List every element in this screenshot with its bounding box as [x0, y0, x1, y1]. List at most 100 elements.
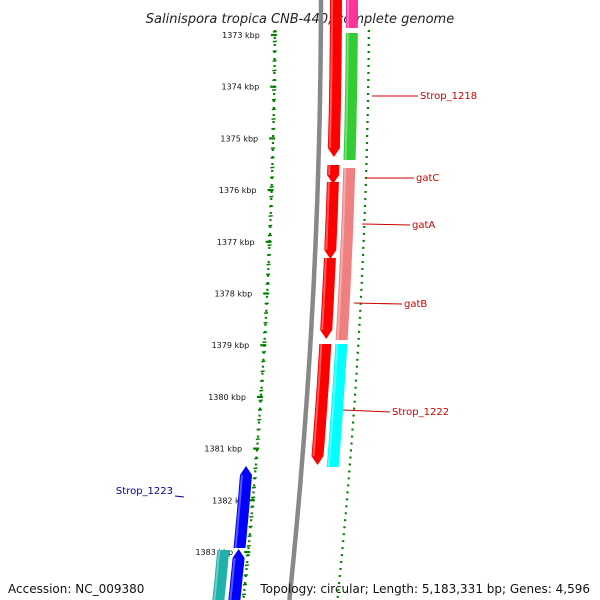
gene-label: gatB: [404, 299, 427, 310]
minor-tick: [263, 321, 268, 324]
label-leader-line: [353, 302, 403, 305]
minor-tick: [262, 331, 268, 334]
minor-tick: [250, 506, 255, 509]
cds-feature-sheen: [312, 343, 323, 457]
minor-tick: [272, 79, 277, 82]
cog-feature-sheen: [336, 261, 343, 341]
minor-tick: [243, 573, 248, 576]
minor-tick: [245, 554, 250, 557]
minor-tick: [244, 564, 249, 567]
minor-tick: [266, 273, 271, 276]
kbp-tick-label: 1374 kbp: [222, 83, 260, 92]
minor-tick: [264, 302, 269, 305]
minor-tick: [271, 98, 277, 101]
minor-tick: [268, 215, 273, 218]
genome-backbone: [287, 0, 324, 600]
minor-tick: [271, 108, 276, 111]
minor-tick: [267, 234, 272, 237]
kbp-tick-label: 1375 kbp: [220, 134, 258, 143]
cog-feature-sheen: [340, 167, 347, 263]
minor-tick: [269, 176, 275, 179]
minor-tick: [269, 185, 274, 188]
minor-tick: [254, 447, 260, 450]
cds-feature: [327, 0, 342, 157]
minor-tick: [271, 137, 276, 140]
minor-tick: [267, 244, 272, 247]
minor-tick: [266, 253, 272, 256]
cds-feature-sheen: [325, 181, 330, 251]
kbp-tick-label: 1382 kbp: [212, 496, 250, 505]
minor-tick: [272, 40, 277, 43]
cog-feature: [212, 550, 230, 600]
minor-tick: [272, 30, 277, 33]
cog-feature: [339, 168, 356, 262]
label-leader-line: [174, 495, 185, 498]
cds-feature-sheen: [321, 257, 327, 331]
kbp-tick-label: 1381 kbp: [204, 445, 242, 454]
minor-tick: [271, 127, 276, 130]
minor-tick: [256, 428, 261, 431]
minor-tick: [248, 525, 253, 528]
cds-feature: [311, 344, 332, 465]
minor-tick: [242, 583, 248, 586]
kbp-tick-label: 1383 kbp: [195, 548, 233, 557]
minor-tick: [270, 166, 275, 169]
minor-tick: [254, 457, 259, 460]
minor-tick: [268, 205, 274, 208]
cog-feature: [326, 344, 348, 467]
gene-label: Strop_1218: [420, 91, 477, 102]
map-title: Salinispora tropica CNB-440, complete ge…: [146, 12, 454, 27]
label-leader-line: [342, 409, 391, 413]
minor-tick: [262, 341, 267, 344]
minor-tick: [249, 515, 254, 518]
gene-label: Strop_1223: [116, 486, 173, 497]
cog-feature: [345, 0, 358, 28]
kbp-tick-marks: 1373 kbp 1374 kbp 1375 kbp 1376 kbp 1377 kbp…: [195, 31, 277, 557]
minor-tick: [266, 263, 271, 266]
minor-tick: [257, 409, 263, 412]
gene-features: [212, 0, 358, 600]
cds-feature: [327, 165, 340, 184]
accession-text: Accession: NC_009380: [8, 582, 145, 596]
kbp-tick-label: 1378 kbp: [214, 290, 252, 299]
cds-feature-sheen: [234, 474, 243, 549]
gene-labels: Strop_1218 gatC gatA gatB Strop_1222 Strop_12…: [116, 91, 477, 498]
minor-tick: [269, 195, 274, 198]
minor-tick: [258, 399, 263, 402]
minor-tick: [272, 69, 277, 72]
minor-tick: [259, 379, 265, 382]
cog-feature-sheen: [327, 343, 339, 468]
cds-feature: [320, 258, 336, 339]
cds-feature: [233, 466, 252, 548]
cog-feature-sheen: [344, 32, 349, 161]
gene-label: Strop_1222: [392, 407, 449, 418]
label-leader-line: [361, 223, 411, 226]
minor-tick: [246, 544, 251, 547]
cog-feature: [343, 33, 358, 160]
minor-tick: [272, 50, 277, 53]
cds-feature-sheen: [229, 557, 236, 600]
minor-tick: [265, 292, 270, 295]
minor-tick: [260, 370, 265, 373]
minor-tick: [247, 535, 252, 538]
kbp-tick-label: 1376 kbp: [219, 186, 257, 195]
kbp-tick-label: 1373 kbp: [222, 31, 260, 40]
backbone-line: [287, 0, 324, 600]
cds-feature-sheen: [328, 0, 333, 149]
minor-tick: [257, 418, 262, 421]
minor-tick: [261, 350, 266, 353]
kbp-tick-label: 1380 kbp: [208, 393, 246, 402]
cds-feature: [228, 549, 245, 600]
minor-tick: [268, 224, 273, 227]
kbp-tick-label: 1377 kbp: [217, 238, 255, 247]
minor-tick: [272, 59, 277, 62]
minor-tick: [251, 496, 256, 499]
minor-tick: [272, 88, 277, 91]
minor-tick: [253, 467, 258, 470]
minor-tick: [255, 438, 260, 441]
minor-tick: [251, 486, 257, 489]
minor-tick: [241, 593, 247, 596]
minor-tick: [264, 312, 269, 315]
minor-tick: [252, 476, 257, 479]
